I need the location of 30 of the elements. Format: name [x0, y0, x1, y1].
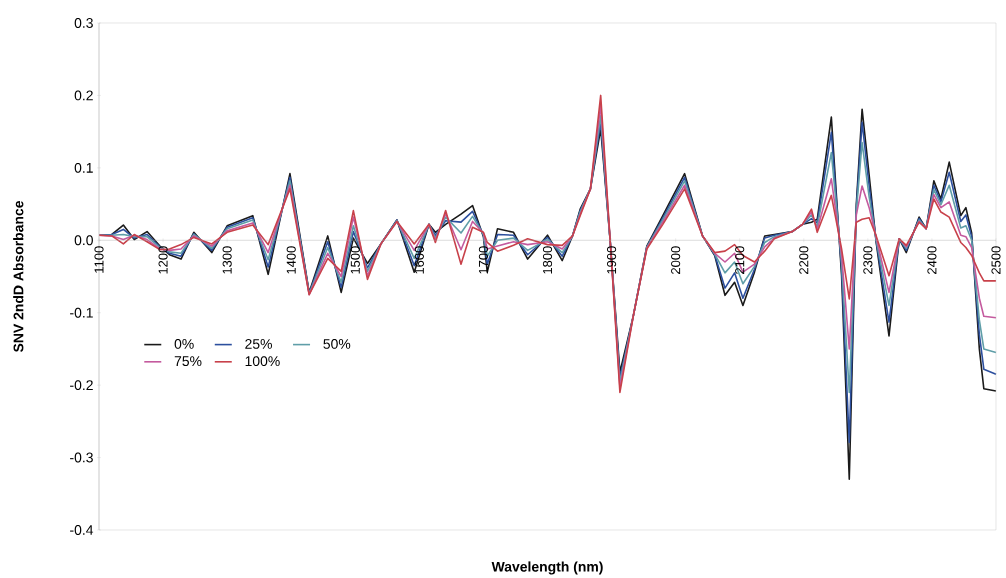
x-tick-label: 1600	[414, 246, 424, 274]
x-tick-label: 1400	[286, 246, 296, 274]
y-tick-label: -0.3	[70, 452, 93, 463]
x-tick-label: 1900	[606, 246, 617, 274]
x-tick-label: 1300	[222, 246, 232, 274]
y-tick-label: 0.1	[74, 163, 93, 173]
x-tick-label: 1700	[478, 246, 489, 274]
y-tick-label: 0.0	[74, 235, 93, 246]
x-tick-label: 2500	[991, 246, 1001, 275]
y-tick-label: -0.2	[70, 380, 93, 391]
x-tick-label: 1200	[158, 246, 168, 274]
y-tick-label: -0.4	[70, 525, 94, 536]
x-tick-label: 2300	[863, 246, 873, 275]
x-tick-label: 1100	[94, 246, 104, 273]
y-axis-title: SNV 2ndD Absorbance	[13, 201, 24, 353]
legend-label: 25%	[245, 339, 272, 349]
legend-label: 100%	[245, 356, 280, 367]
legend-label: 50%	[323, 339, 351, 349]
x-tick-label: 2100	[735, 246, 745, 275]
legend-label: 75%	[174, 356, 202, 367]
legend-label: 0%	[174, 339, 194, 349]
x-tick-label: 2000	[671, 246, 681, 275]
x-tick-label: 2200	[799, 246, 809, 275]
x-tick-label: 1800	[542, 246, 553, 274]
x-axis-title: Wavelength (nm)	[491, 561, 603, 575]
y-tick-label: -0.1	[70, 307, 93, 318]
y-tick-label: 0.2	[74, 90, 93, 101]
x-tick-label: 2400	[927, 246, 937, 275]
y-tick-label: 0.3	[74, 18, 93, 29]
x-tick-label: 1500	[350, 246, 360, 274]
